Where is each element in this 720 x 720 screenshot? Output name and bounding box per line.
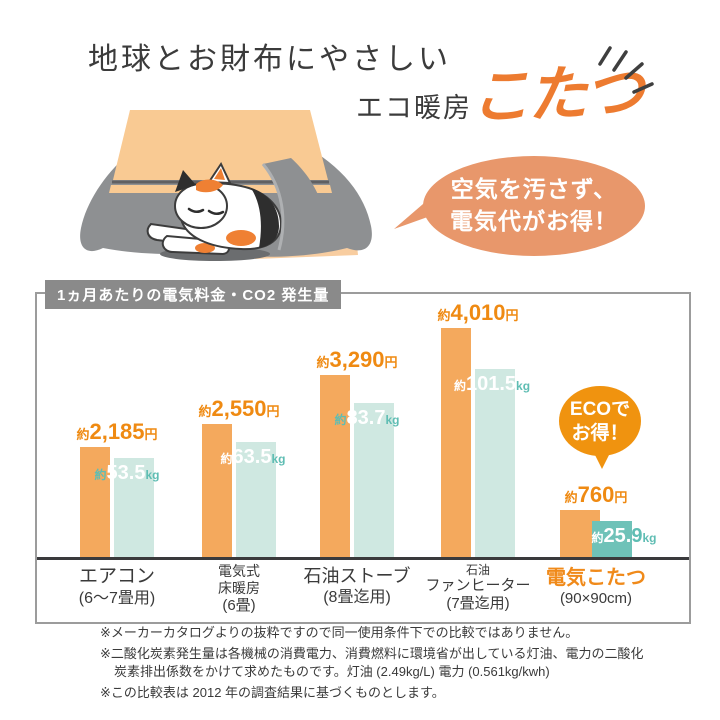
category-name: 電気こたつ — [546, 567, 646, 589]
yen-bar-2 — [320, 375, 350, 557]
category-name: 石油 — [465, 563, 490, 577]
sleeping-cat — [146, 158, 327, 261]
yen-value-label-4: 約760円 — [516, 484, 676, 506]
value-label-part: 円 — [144, 427, 158, 442]
eco-badge-line: お得！ — [571, 422, 629, 444]
category-size: (6畳) — [222, 596, 256, 614]
cat-orange-patch — [226, 230, 256, 246]
value-label-part: 25. — [603, 525, 632, 547]
cat-black-patch — [251, 188, 279, 248]
yen-value-label-2: 約3,290円 — [277, 349, 437, 371]
category-size: (90×90cm) — [559, 590, 633, 607]
category-label-3: 石油 ファンヒーター (7畳迄用) — [398, 563, 558, 613]
chart-title-chip: 1ヵ月あたりの電気料金・CO2 発生量 — [45, 280, 342, 309]
kotatsu-illustration — [80, 110, 372, 261]
cat-forehead-patch — [196, 179, 223, 193]
value-label-part: kg — [385, 413, 400, 427]
value-label-part: 約 — [453, 379, 466, 393]
eco-badge-line: ECOで — [569, 399, 631, 420]
value-label-part: 2,185 — [89, 419, 145, 444]
value-label-part: 円 — [266, 404, 280, 419]
eco-badge: ECOで お得！ — [559, 386, 641, 456]
footnote: ※二酸化炭素発生量は各機械の消費電力、消費燃料に環境省が出している灯油、電力の二… — [100, 645, 644, 679]
co2-value-label-3: 約101.5kg — [422, 374, 562, 394]
value-label-part: 約 — [591, 531, 604, 545]
value-label-part: 約 — [334, 413, 347, 427]
co2-value-label-4: 約25.9kg — [554, 526, 694, 546]
value-label-part: 101.5 — [465, 373, 517, 395]
value-label-part: 約 — [437, 308, 451, 323]
x-axis-line — [37, 557, 689, 560]
speech-bubble: 空気を汚さず、 電気代がお得！ — [423, 156, 645, 256]
speech-bubble-line: 電気代がお得！ — [450, 209, 618, 234]
value-label-part: 760 — [577, 482, 615, 507]
category-size: (7畳迄用) — [446, 595, 510, 613]
yen-value-label-0: 約2,185円 — [37, 421, 197, 443]
footnote: ※メーカーカタログよりの抜粋ですので同一使用条件下での比較ではありません。 — [100, 625, 579, 640]
category-size: (8畳迄用) — [323, 588, 391, 606]
category-label-0: エアコン (6～7畳用) — [37, 566, 197, 608]
footnote: ※この比較表は 2012 年の調査結果に基づくものとします。 — [100, 684, 445, 700]
page-title: 地球とお財布にやさしい — [88, 43, 451, 76]
cat-ear-black — [175, 170, 196, 192]
value-label-part: kg — [271, 452, 286, 466]
value-label-part: 円 — [384, 355, 398, 370]
co2-bar-2 — [354, 403, 394, 557]
co2-value-label-2: 約83.7kg — [297, 408, 437, 428]
value-label-part: 4,010 — [450, 300, 506, 325]
value-label-part: 9 — [631, 525, 643, 547]
value-label-part: 2,550 — [211, 396, 267, 421]
blanket-over-cat — [263, 158, 327, 250]
blanket-rim-highlight — [261, 163, 285, 251]
category-axis: エアコン (6～7畳用) 電気式 床暖房 (6畳) 石油ストーブ (8畳迄用) 石油 ファンヒー… — [37, 562, 689, 618]
yen-bar-3 — [441, 328, 471, 557]
bar-plot-area: 約2,185円 約53.5kg 約2,550円 約63.5kg 約3,290円 約83.7… — [37, 294, 689, 557]
value-label-part: 53.5 — [106, 462, 146, 484]
value-label-part: 円 — [614, 490, 628, 505]
value-label-part: 約 — [316, 355, 330, 370]
category-label-2: 石油ストーブ (8畳迄用) — [277, 566, 437, 607]
category-label-4: 電気こたつ (90×90cm) — [516, 566, 676, 608]
value-label-part: 83.7 — [346, 407, 386, 429]
value-label-part: 約 — [220, 452, 233, 466]
yen-bar-1 — [202, 424, 232, 557]
category-name: 石油ストーブ — [303, 566, 411, 586]
category-name: 床暖房 — [218, 579, 260, 596]
sparkle-icon — [598, 46, 654, 94]
cat-ear-inner — [214, 168, 225, 180]
yen-value-label-3: 約4,010円 — [398, 302, 558, 324]
co2-bar-3 — [475, 369, 515, 557]
chart-panel: 1ヵ月あたりの電気料金・CO2 発生量 約2,185円 約53.5kg 約2,550… — [35, 280, 691, 624]
value-label-part: kg — [642, 531, 657, 545]
subtitle-prefix: エコ暖房 — [356, 93, 472, 123]
cat-paw-patch — [195, 243, 215, 253]
co2-bar-1 — [236, 442, 276, 557]
category-name: 電気式 — [218, 563, 260, 579]
category-name: ファンヒーター — [425, 577, 531, 595]
yen-bar-0 — [80, 447, 110, 557]
category-name: エアコン — [78, 566, 155, 587]
co2-value-label-1: 約63.5kg — [183, 447, 323, 467]
value-label-part: 約 — [564, 490, 578, 505]
value-label-part: 63.5 — [232, 446, 272, 468]
value-label-part: 円 — [505, 308, 519, 323]
category-label-1: 電気式 床暖房 (6畳) — [159, 563, 319, 615]
cat-closed-eyes — [187, 207, 225, 215]
category-size: (6～7畳用) — [78, 589, 156, 607]
value-label-part: 約 — [94, 468, 107, 482]
value-label-part: 3,290 — [329, 347, 385, 372]
co2-bar-0 — [114, 458, 154, 557]
footnotes: ※メーカーカタログよりの抜粋ですので同一使用条件下での比較ではありません。 ※二… — [100, 624, 652, 705]
value-label-part: kg — [516, 379, 531, 393]
value-label-part: 約 — [76, 427, 90, 442]
eco-badge-tail — [593, 451, 611, 469]
value-label-part: kg — [145, 468, 160, 482]
value-label-part: 約 — [198, 404, 212, 419]
speech-bubble-line: 空気を汚さず、 — [450, 176, 618, 202]
co2-bar-4 — [592, 521, 632, 557]
co2-value-label-0: 約53.5kg — [57, 463, 197, 483]
yen-value-label-1: 約2,550円 — [159, 398, 319, 420]
